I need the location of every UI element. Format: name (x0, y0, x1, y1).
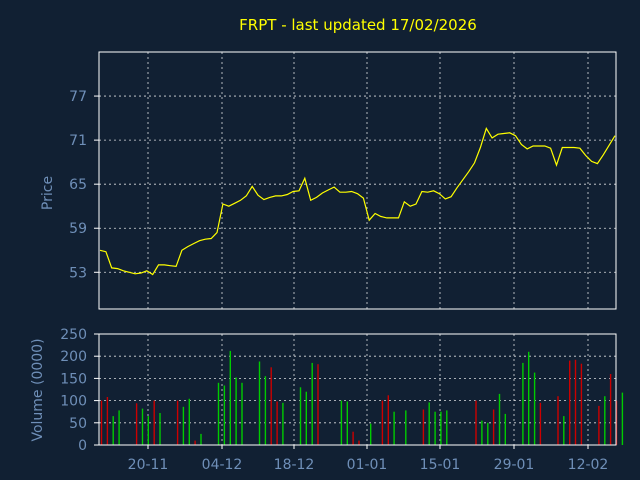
x-tick-label: 20-11 (128, 457, 169, 473)
volume-tick-label: 50 (69, 416, 87, 432)
x-tick-label: 04-12 (202, 457, 243, 473)
x-tick-label: 12-02 (568, 457, 609, 473)
price-line (99, 126, 616, 276)
x-tick-label: 15-01 (420, 457, 461, 473)
x-axis-ticks: 20-11 04-12 18-12 01-01 15-01 29-01 12-02 (128, 445, 609, 473)
x-tick-label: 29-01 (494, 457, 535, 473)
x-tick-label: 18-12 (274, 457, 315, 473)
price-tick-label: 77 (69, 89, 87, 105)
x-tick-label: 01-01 (347, 457, 388, 473)
volume-tick-label: 250 (60, 327, 87, 343)
volume-tick-label: 0 (78, 438, 87, 454)
price-axis-label: Price (40, 176, 56, 210)
price-panel: 53 59 65 71 77 (69, 51, 617, 310)
price-frame (98, 51, 617, 310)
price-tick-label: 65 (69, 177, 87, 193)
volume-axis-label: Volume (0000) (30, 338, 46, 441)
price-tick-label: 59 (69, 221, 87, 237)
volume-panel: 0 50 100 150 200 250 (60, 327, 624, 454)
chart-title: FRPT - last updated 17/02/2026 (239, 16, 477, 34)
price-tick-label: 71 (69, 133, 87, 149)
volume-tick-label: 200 (60, 349, 87, 365)
volume-tick-label: 100 (60, 394, 87, 410)
volume-tick-label: 150 (60, 371, 87, 387)
price-tick-label: 53 (69, 265, 87, 281)
volume-frame (98, 333, 617, 446)
